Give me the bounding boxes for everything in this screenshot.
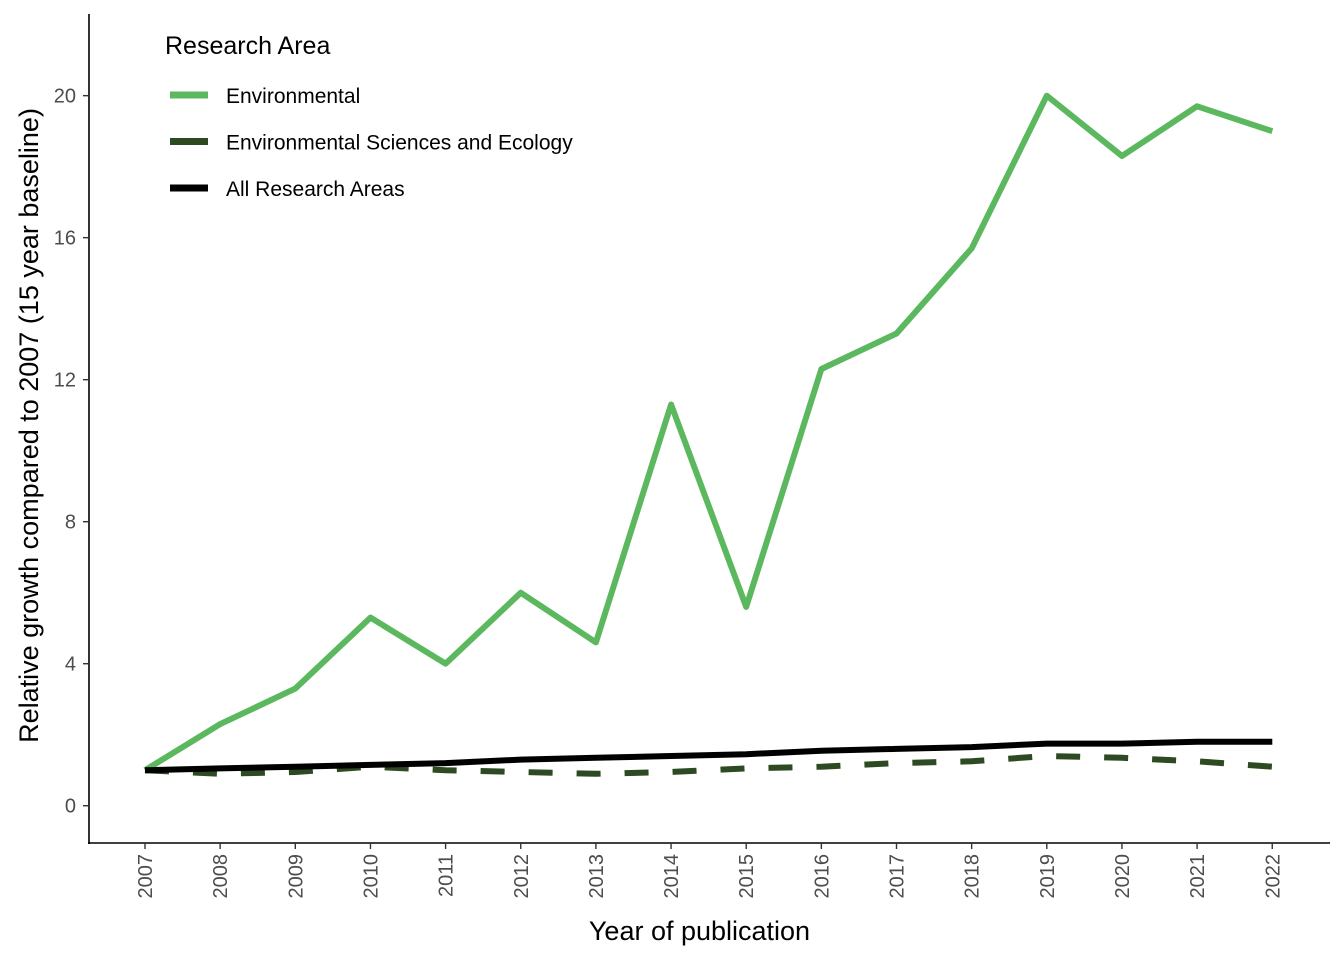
x-tick-label: 2022	[1262, 854, 1284, 899]
y-tick-labels: 0 4 8 12 16 20	[54, 86, 76, 818]
series-line-all-research-areas	[144, 738, 1273, 774]
y-tick-label: 8	[65, 512, 76, 534]
legend-label: Environmental	[226, 85, 360, 108]
x-tick-label: 2018	[962, 854, 984, 899]
legend-label: Environmental Sciences and Ecology	[226, 132, 573, 155]
x-tick-labels: 2007 2008 2009 2010 2011 2012 2013 2014 2015 2016…	[135, 854, 1284, 899]
y-tick-label: 4	[65, 654, 76, 676]
legend-title: Research Area	[165, 32, 330, 60]
series-line-environmental	[143, 92, 1274, 773]
x-tick-label: 2016	[811, 854, 833, 899]
y-tick-label: 16	[54, 228, 76, 250]
x-tick-label: 2012	[511, 854, 533, 899]
x-tick-label: 2008	[210, 854, 232, 899]
x-tick-label: 2013	[586, 854, 608, 899]
x-tick-label: 2020	[1112, 854, 1134, 899]
x-axis-title: Year of publication	[589, 916, 810, 946]
x-tick-label: 2014	[661, 854, 683, 899]
x-tick-label: 2010	[360, 854, 382, 899]
legend: Research Area Environmental Environmental…	[165, 32, 573, 201]
series-lines	[143, 92, 1274, 777]
x-tick-label: 2019	[1037, 854, 1059, 899]
y-axis-title: Relative growth compared to 2007 (15 yea…	[14, 108, 44, 743]
x-tick-label: 2009	[285, 854, 307, 899]
x-tick-label: 2017	[887, 854, 909, 899]
y-tick-label: 12	[54, 370, 76, 392]
y-tick-label: 20	[54, 86, 76, 108]
y-tick-label: 0	[65, 796, 76, 818]
x-tick-label: 2021	[1187, 854, 1209, 899]
x-tick-label: 2015	[736, 854, 758, 899]
x-tick-label: 2007	[135, 854, 157, 899]
x-tick-label: 2011	[436, 854, 458, 897]
legend-label: All Research Areas	[226, 178, 405, 201]
axes	[83, 14, 1330, 849]
